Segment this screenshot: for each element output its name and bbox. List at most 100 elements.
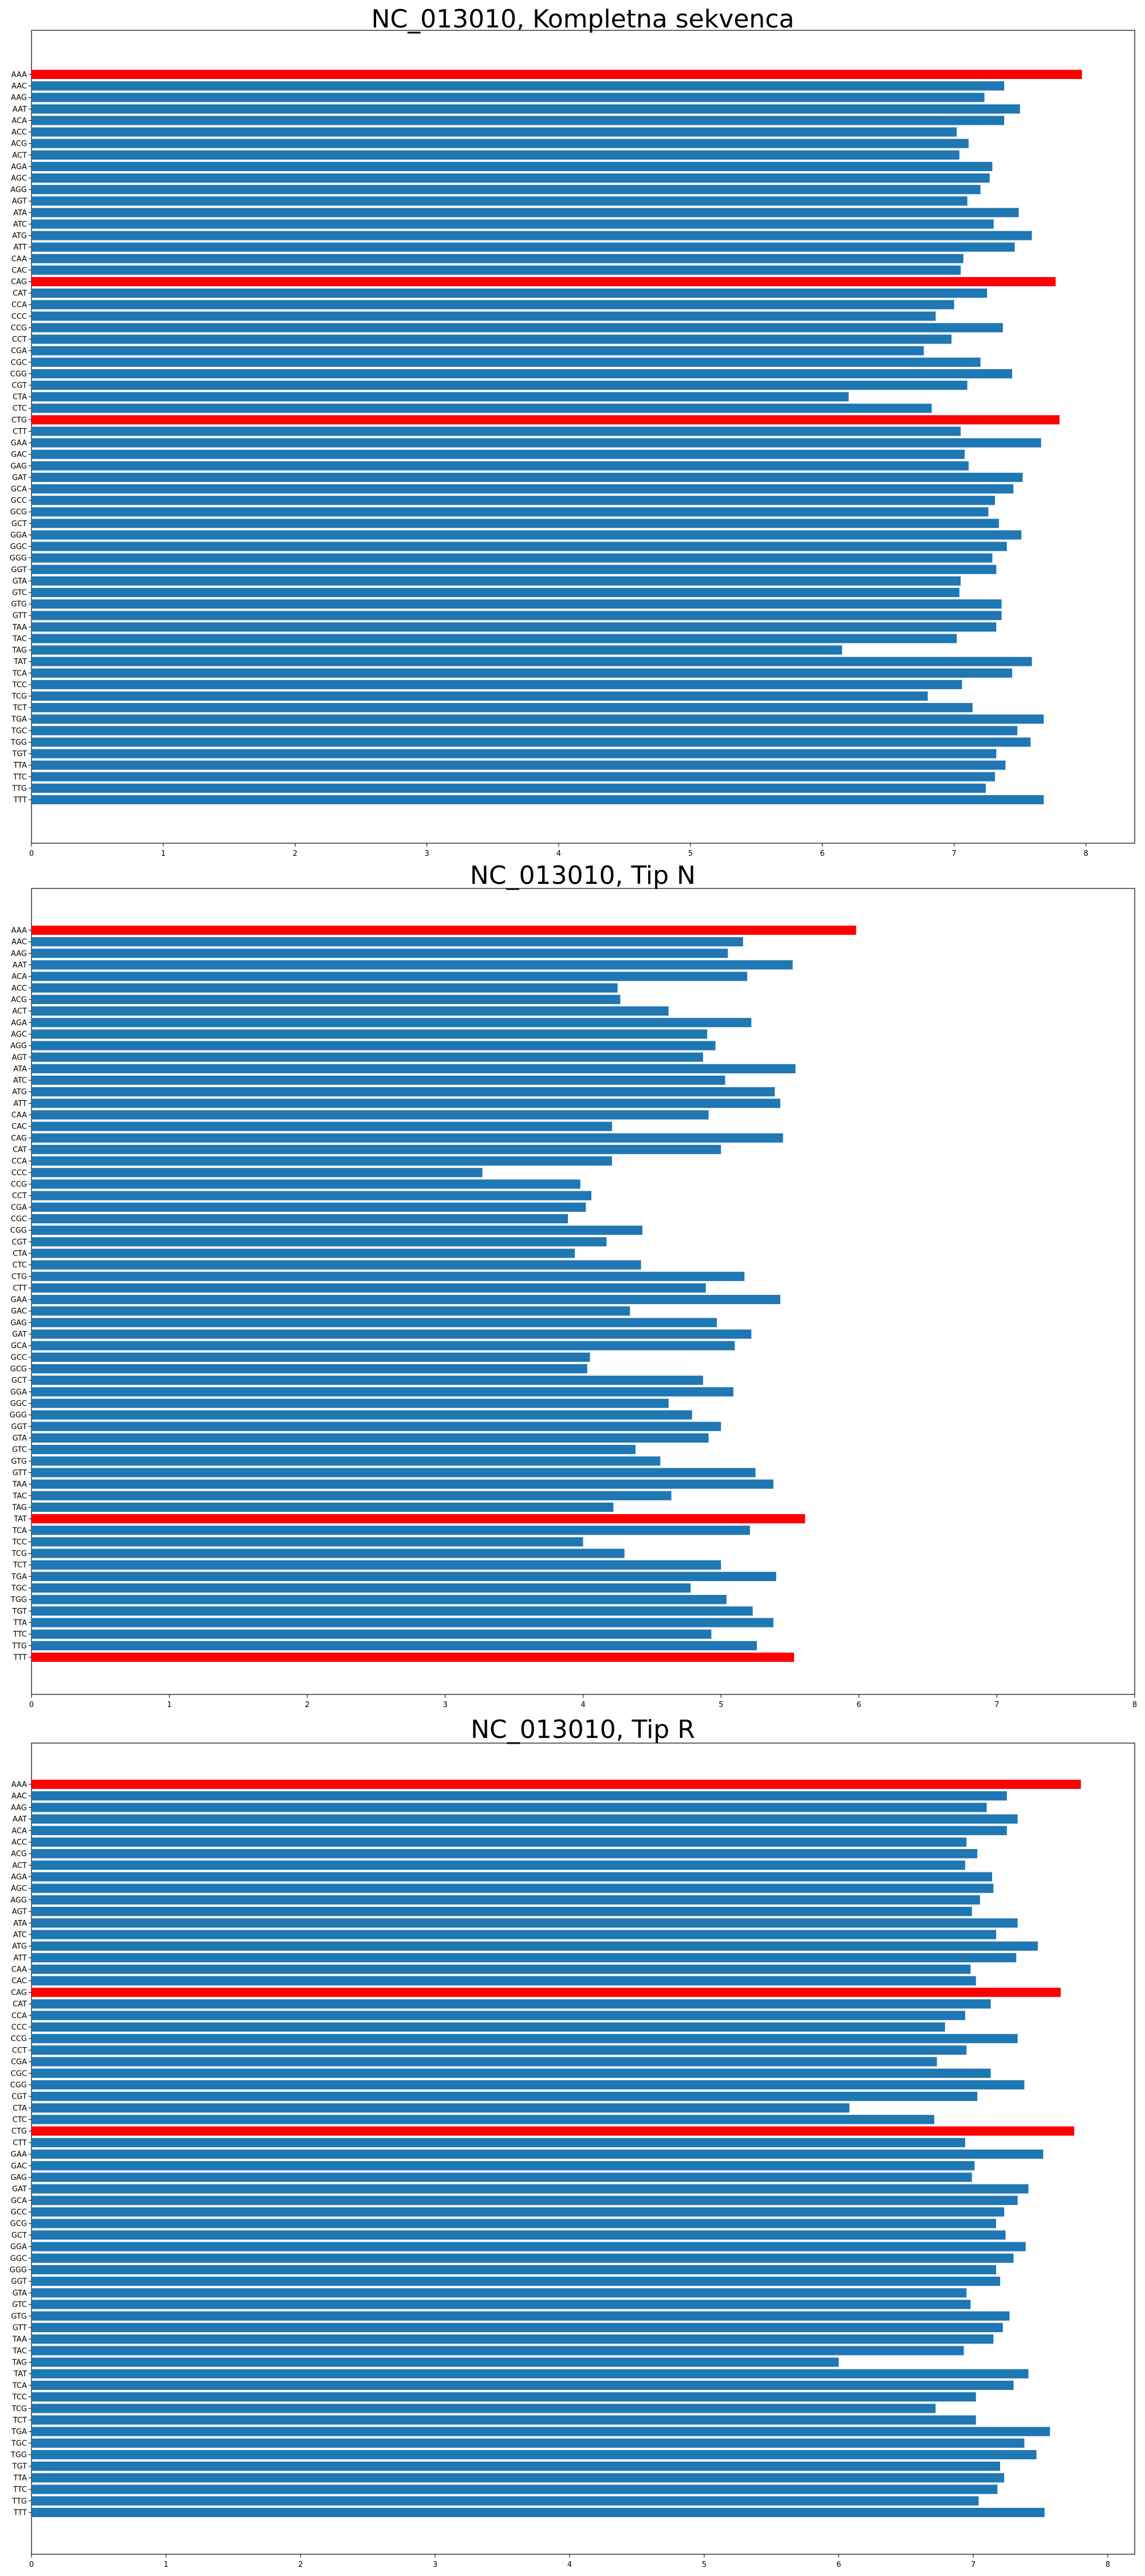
y-tick-label-att: ATT [13,1100,27,1108]
y-tick-label-agt: AGT [12,197,27,206]
panel-0: NC_013010, Kompletna sekvenca AAAAACAAGA… [10,5,1135,858]
y-tick-label-ggg: GGG [10,554,27,563]
y-tick-label-cct: CCT [12,1192,27,1200]
bar-cat [31,289,988,298]
y-tick-label-gag: GAG [10,2174,27,2182]
bar-tgt [31,2462,1000,2471]
y-tick-label-tcc: TCC [12,2393,27,2402]
bar-cac [31,265,961,275]
y-tick-label-ctt: CTT [13,428,27,436]
bar-agc [31,1029,708,1039]
y-tick-label-aat: AAT [13,1815,27,1824]
y-tick-label-cac: CAC [11,1977,27,1986]
bar-tag [31,2357,839,2367]
x-tick-label: 3 [425,850,429,858]
bar-ctg [31,1271,745,1281]
bar-taa [31,1479,773,1489]
bar-taa [31,2334,994,2344]
y-tick-label-gtg: GTG [11,600,27,609]
x-tick-label: 2 [305,1701,310,1709]
bar-acg [31,1849,978,1859]
bar-cgc [31,1214,568,1224]
y-tick-label-agg: AGG [10,186,27,195]
bar-ggt [31,2277,1000,2286]
bar-tct [31,1560,721,1570]
y-tick-label-aga: AGA [11,163,27,171]
x-tick-label: 0 [29,2561,34,2569]
bar-ctt [31,1283,706,1293]
bar-taa [31,622,997,632]
bar-tca [31,1526,750,1535]
y-tick-label-tct: TCT [13,1561,27,1570]
bar-cag [31,276,1056,287]
y-tick-label-aac: AAC [11,82,27,91]
y-tick-label-ccg: CCG [11,324,27,333]
panel-2: NC_013010, Tip R AAA AAC AAG AAT ACA ACC ACG AC… [10,1715,1135,2569]
bar-tat [31,1514,806,1524]
y-tick-label-agg: AGG [10,1042,27,1050]
y-tick-label-tag: TAG [11,646,27,655]
x-tick-label: 5 [718,1701,723,1709]
y-tick-label-tcg: TCG [11,1550,27,1558]
y-tick-label-act: ACT [12,1008,27,1016]
y-tick-label-caa: CAA [11,255,27,263]
x-tick-label: 3 [443,1701,447,1709]
y-tick-label-ctt: CTT [13,1284,27,1293]
y-tick-label-gtc: GTC [12,589,27,598]
y-tick-label-taa: TAA [12,1480,27,1489]
bar-tgg [31,2449,1037,2460]
y-tick-label-aaa: AAA [11,71,27,80]
y-tick-label-acc: ACC [11,128,27,137]
x-tick-label: 6 [820,850,824,858]
bar-cta [31,392,849,402]
y-tick-label-tag: TAG [11,2358,27,2367]
y-tick-label-tac: TAC [12,2347,27,2356]
bar-cgg [31,1226,643,1235]
x-tick-label: 0 [29,1701,34,1709]
y-tick-label-cga: CGA [11,347,27,355]
y-tick-label-tgc: TGC [11,727,27,736]
x-tick-label: 5 [688,850,693,858]
y-tick-label-gac: GAC [11,451,27,459]
y-tick-label-cgt: CGT [11,382,27,390]
bar-acc [31,983,618,993]
x-tick-label: 6 [856,1701,861,1709]
y-tick-label-atg: ATG [12,1942,27,1951]
y-tick-label-ctc: CTC [13,405,27,413]
x-tick-label: 2 [298,2561,303,2569]
bar-act [31,1006,669,1016]
y-tick-label-taa: TAA [12,623,27,632]
y-tick-label-ttg: TTG [11,1642,27,1650]
bar-ggg [31,1410,692,1420]
bar-aat [31,960,793,970]
bar-ctg [31,2126,1075,2136]
bar-tac [31,634,957,643]
bar-agt [31,1907,972,1917]
bar-gct [31,1376,704,1385]
bar-tcc [31,1537,583,1547]
bar-ctc [31,404,932,413]
y-tick-label-ctt: CTT [13,2139,27,2147]
y-tick-label-cta: CTA [13,393,27,402]
x-tick-label: 1 [167,1701,172,1709]
y-tick-label-gag: GAG [10,462,27,471]
bar-gac [31,1306,630,1316]
bar-ttc [31,1629,712,1639]
y-tick-label-gaa: GAA [11,439,27,448]
panel-0-x-ticks: 0 1 2 3 4 5 6 7 8 [29,843,1088,858]
bar-ggg [31,2265,996,2275]
bar-cca [31,2010,965,2020]
y-tick-label-gcg: GCG [10,2220,27,2229]
bar-ccg [31,323,1003,333]
y-tick-label-gct: GCT [11,1377,27,1385]
bar-atg [31,231,1032,240]
y-tick-label-tca: TCA [12,1527,27,1535]
y-tick-label-act: ACT [12,151,27,160]
y-tick-label-cga: CGA [11,2058,27,2067]
y-tick-label-caa: CAA [11,1966,27,1974]
bar-aca [31,1826,1007,1835]
y-tick-label-acc: ACC [11,984,27,993]
y-tick-label-ttt: TTT [13,796,27,805]
x-tick-label: 1 [161,850,165,858]
bar-tcg [31,2404,936,2413]
